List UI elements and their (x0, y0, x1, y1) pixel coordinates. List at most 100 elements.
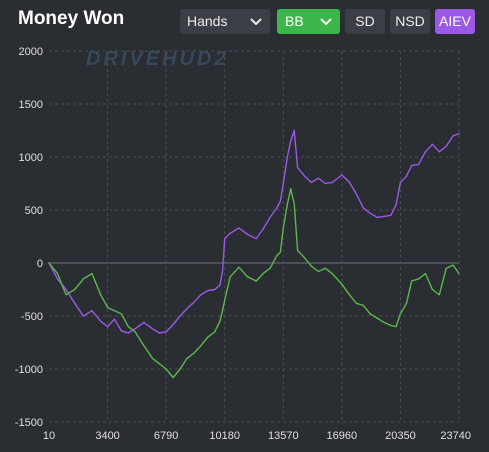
data-point (200, 294, 202, 296)
data-point (376, 216, 378, 219)
data-point (120, 313, 123, 315)
data-point (269, 267, 271, 269)
data-point (310, 265, 313, 267)
data-point (376, 317, 378, 319)
data-point (452, 264, 454, 266)
data-point (424, 272, 427, 275)
x-tick-label: 3400 (95, 430, 119, 442)
data-point (341, 174, 343, 176)
page-title: Money Won (18, 8, 125, 29)
y-tick-label: 500 (25, 205, 43, 217)
data-point (395, 325, 397, 328)
data-point (186, 357, 188, 360)
data-point (269, 216, 271, 219)
y-tick-label: 1500 (19, 99, 43, 111)
data-point (106, 306, 109, 309)
data-point (262, 228, 264, 230)
data-point (179, 368, 181, 370)
data-point (405, 175, 408, 177)
data-point (113, 318, 116, 320)
data-point (229, 276, 231, 278)
x-tick-label: 13570 (268, 430, 299, 442)
data-point (348, 294, 351, 296)
data-point (296, 166, 299, 169)
data-point (214, 288, 216, 291)
data-point (238, 266, 240, 268)
x-tick-label: 23740 (440, 430, 471, 442)
series-line-green (48, 188, 460, 379)
x-axis-select[interactable]: Hands (180, 9, 270, 34)
watermark-logo: DRIVEHUD2 (86, 48, 229, 70)
data-point (458, 272, 460, 275)
data-point (383, 215, 385, 218)
data-point (193, 352, 195, 354)
data-point (143, 321, 145, 324)
data-point (290, 140, 292, 142)
data-point (390, 214, 392, 216)
data-point (369, 212, 371, 214)
data-point (65, 288, 67, 291)
data-point (143, 345, 145, 347)
data-point (411, 164, 413, 167)
data-point (276, 207, 278, 209)
data-point (445, 145, 447, 148)
data-point (229, 232, 231, 234)
data-point (317, 270, 320, 273)
data-point (82, 315, 85, 317)
data-point (127, 332, 129, 334)
data-point (48, 262, 50, 264)
data-point (172, 323, 174, 326)
data-point (221, 310, 224, 312)
data-point (399, 313, 402, 315)
series-line-purple (48, 129, 460, 334)
data-point (331, 181, 333, 184)
data-point (341, 283, 343, 285)
data-point (445, 267, 447, 269)
data-point (383, 321, 385, 324)
data-point (165, 368, 167, 370)
data-point (282, 227, 284, 229)
data-point (310, 181, 313, 184)
data-point (303, 175, 306, 177)
data-point (186, 307, 188, 310)
data-point (296, 249, 299, 251)
y-tick-label: -500 (21, 311, 43, 323)
data-point (151, 357, 154, 360)
data-point (113, 310, 116, 312)
data-point (82, 278, 85, 280)
data-point (193, 301, 195, 303)
data-point (417, 278, 420, 280)
data-point (100, 294, 102, 296)
x-tick-label: 20350 (385, 430, 416, 442)
data-point (158, 332, 161, 334)
data-point (262, 272, 264, 275)
data-point (91, 272, 93, 275)
data-point (91, 310, 93, 312)
x-tick-label: 10180 (209, 430, 240, 442)
aiev-button[interactable]: AIEV (435, 9, 475, 34)
data-point (331, 272, 333, 275)
data-point (219, 320, 221, 322)
data-point (279, 251, 281, 254)
data-point (293, 202, 295, 205)
nsd-button[interactable]: NSD (390, 9, 430, 34)
chevron-down-icon (320, 18, 332, 26)
x-tick-label: 6790 (154, 430, 178, 442)
data-point (238, 227, 240, 229)
data-point (179, 315, 181, 317)
data-point (255, 237, 257, 240)
data-point (293, 129, 295, 132)
sd-button[interactable]: SD (345, 9, 385, 34)
y-tick-label: -1000 (15, 364, 43, 376)
data-point (405, 302, 408, 304)
data-point (282, 182, 284, 185)
data-point (324, 182, 326, 185)
data-point (214, 331, 216, 333)
unit-select[interactable]: BB (277, 9, 340, 34)
data-point (219, 284, 221, 286)
data-point (348, 181, 351, 184)
data-point (106, 325, 109, 328)
y-tick-label: -1500 (15, 417, 43, 429)
data-point (56, 272, 59, 275)
